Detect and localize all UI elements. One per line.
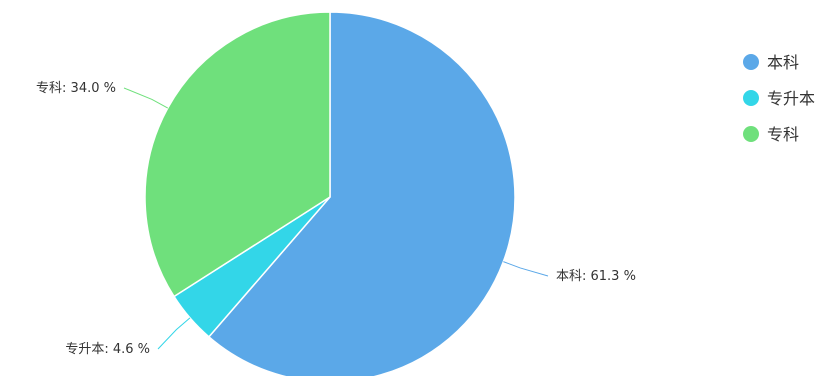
pie-leader-line-0 xyxy=(503,261,549,277)
pie-slice-2[interactable] xyxy=(144,11,331,298)
legend-item-0[interactable]: 本科 xyxy=(743,53,799,72)
legend-label-1: 专升本 xyxy=(767,89,815,108)
pie-leader-lines xyxy=(123,87,549,350)
pie-data-label-0: 本科: 61.3 % xyxy=(556,269,636,284)
pie-data-label-1: 专升本: 4.6 % xyxy=(65,342,150,357)
legend-item-1[interactable]: 专升本 xyxy=(743,89,815,108)
legend-marker-1 xyxy=(743,90,759,106)
legend-label-0: 本科 xyxy=(767,53,799,72)
pie-data-labels: 本科: 61.3 % 专升本: 4.6 % 专科: 34.0 % xyxy=(36,81,636,357)
legend-item-2[interactable]: 专科 xyxy=(743,125,799,144)
legend-marker-2 xyxy=(743,126,759,142)
legend-label-2: 专科 xyxy=(767,125,799,144)
pie-leader-line-1 xyxy=(157,317,191,350)
pie-leader-line-2 xyxy=(123,87,169,109)
pie-slices xyxy=(144,11,516,380)
legend-marker-0 xyxy=(743,54,759,70)
pie-data-label-2: 专科: 34.0 % xyxy=(36,81,116,96)
